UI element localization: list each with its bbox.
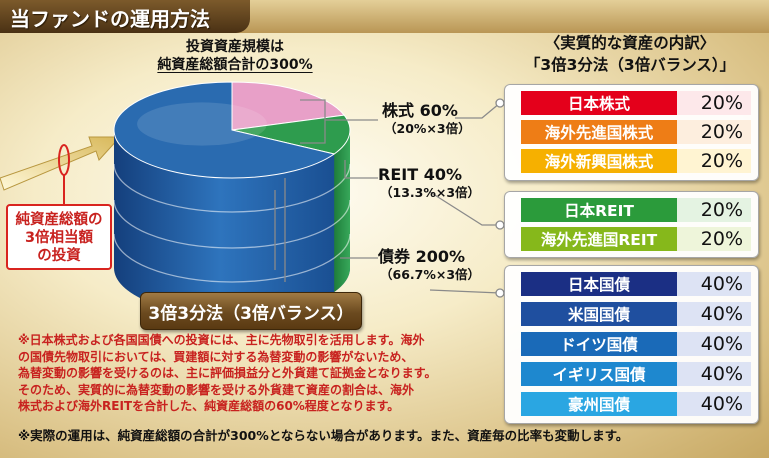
leverage-callout-line-2: 3倍相当額 [24,230,94,246]
category-reit-label: REIT 40% [378,165,462,184]
bond-panel-connector [429,289,501,294]
asset-name: 米国国債 [521,302,677,326]
leader-lines [274,98,505,298]
pie-band-line [113,233,351,283]
asset-percent: 20% [677,227,751,251]
asset-name: 豪州国債 [521,392,677,416]
category-reit-detail: （13.3%×3倍） [380,185,481,200]
breakdown-heading-line-2: 「3倍3分法（3倍バランス）」 [524,56,736,74]
breakdown-row: 海外新興国株式 20% [521,149,751,173]
asset-percent: 20% [677,198,751,222]
note-line: そのため、実質的に為替変動の影響を受ける外貨建て資産の割合は、海外 [18,382,415,397]
pie-highlight [137,102,267,146]
chart-heading-line-2: 純資産総額合計の300% [157,57,313,73]
asset-percent: 20% [677,120,751,144]
note-line: 為替変動の影響を受けるのは、主に評価損益分と外貨建て証拠金となります。 [18,366,437,380]
breakdown-row: 日本REIT 20% [521,198,751,222]
note-line: の国債先物取引においては、買建額に対する為替変動の影響がないため、 [18,349,414,364]
breakdown-row: 海外先進国REIT 20% [521,227,751,251]
breakdown-row: ドイツ国債 40% [521,332,751,356]
pie-band-line [113,163,351,213]
bond-breakdown-panel: 日本国債 40% 米国国債 40% ドイツ国債 40% イギリス国債 40% 豪州国債 4… [504,265,759,424]
leverage-callout-line-1: 純資産総額の [15,212,103,228]
pie-slice-reit [231,114,351,155]
reit-leader [344,160,378,179]
category-bond-detail: （66.7%×3倍） [380,267,481,282]
breakdown-row: 米国国債 40% [521,302,751,326]
breakdown-row: 豪州国債 40% [521,392,751,416]
reit-panel-connector [429,191,500,226]
category-stock: 株式 60% （20%×3倍） [382,101,471,136]
leverage-callout-line-3: の投資 [37,248,81,264]
breakdown-heading: 〈実質的な資産の内訳〉 「3倍3分法（3倍バランス）」 [498,32,762,76]
chart-heading: 投資資産規模は 純資産総額合計の300% [100,38,370,74]
connector-dot [495,98,505,108]
category-stock-label: 株式 60% [382,101,458,120]
breakdown-heading-line-1: 〈実質的な資産の内訳〉 [544,34,716,52]
asset-percent: 20% [677,91,751,115]
pie-side-reit [334,130,350,292]
note-line: 株式および海外REITを合計した、純資産総額の60%程度となります。 [18,399,400,413]
asset-name: イギリス国債 [521,362,677,386]
connector-dot [495,220,505,230]
callout-pointer [58,144,70,204]
asset-name: 海外先進国株式 [521,120,677,144]
footnote: ※実際の運用は、純資産総額の合計が300%とならない場合があります。また、資産毎… [18,428,629,443]
pie-side-body [114,130,350,316]
asset-name: 日本国債 [521,272,677,296]
asset-percent: 40% [677,272,751,296]
strategy-label: 3倍3分法（3倍バランス） [140,292,362,330]
connector-dot [495,288,505,298]
asset-name: 海外新興国株式 [521,149,677,173]
asset-percent: 40% [677,332,751,356]
asset-percent: 20% [677,149,751,173]
pie-slice-bond [113,81,336,179]
reit-breakdown-panel: 日本REIT 20% 海外先進国REIT 20% [504,191,759,258]
asset-name: ドイツ国債 [521,332,677,356]
breakdown-row: 海外先進国株式 20% [521,120,751,144]
breakdown-row: 日本国債 40% [521,272,751,296]
pie-side [114,130,350,316]
asset-percent: 40% [677,362,751,386]
category-stock-detail: （20%×3倍） [384,121,471,136]
category-bond-label: 債券 200% [378,247,466,266]
pie-top [113,81,351,179]
pie-slice-stock [231,81,346,131]
breakdown-row: イギリス国債 40% [521,362,751,386]
asset-percent: 40% [677,302,751,326]
stock-panel-connector [455,102,501,119]
stock-breakdown-panel: 日本株式 20% 海外先進国株式 20% 海外新興国株式 20% [504,84,759,181]
stock-bracket [300,99,326,144]
note-line: ※日本株式および各国国債への投資には、主に先物取引を活用します。海外 [18,333,425,347]
category-reit: REIT 40% （13.3%×3倍） [378,165,480,200]
chart-heading-line-1: 投資資産規模は [186,39,284,55]
pie-bands [113,163,351,283]
notes: ※日本株式および各国国債への投資には、主に先物取引を活用します。海外 の国債先物… [18,332,498,415]
bond-bracket [274,178,286,282]
category-bond: 債券 200% （66.7%×3倍） [378,247,480,282]
asset-name: 日本REIT [521,198,677,222]
leverage-callout: 純資産総額の 3倍相当額 の投資 [6,204,112,270]
title-tab [0,0,250,33]
page-title: 当ファンドの運用方法 [10,7,210,31]
asset-name: 日本株式 [521,91,677,115]
breakdown-row: 日本株式 20% [521,91,751,115]
asset-percent: 40% [677,392,751,416]
pie-band-line [113,199,351,249]
asset-name: 海外先進国REIT [521,227,677,251]
